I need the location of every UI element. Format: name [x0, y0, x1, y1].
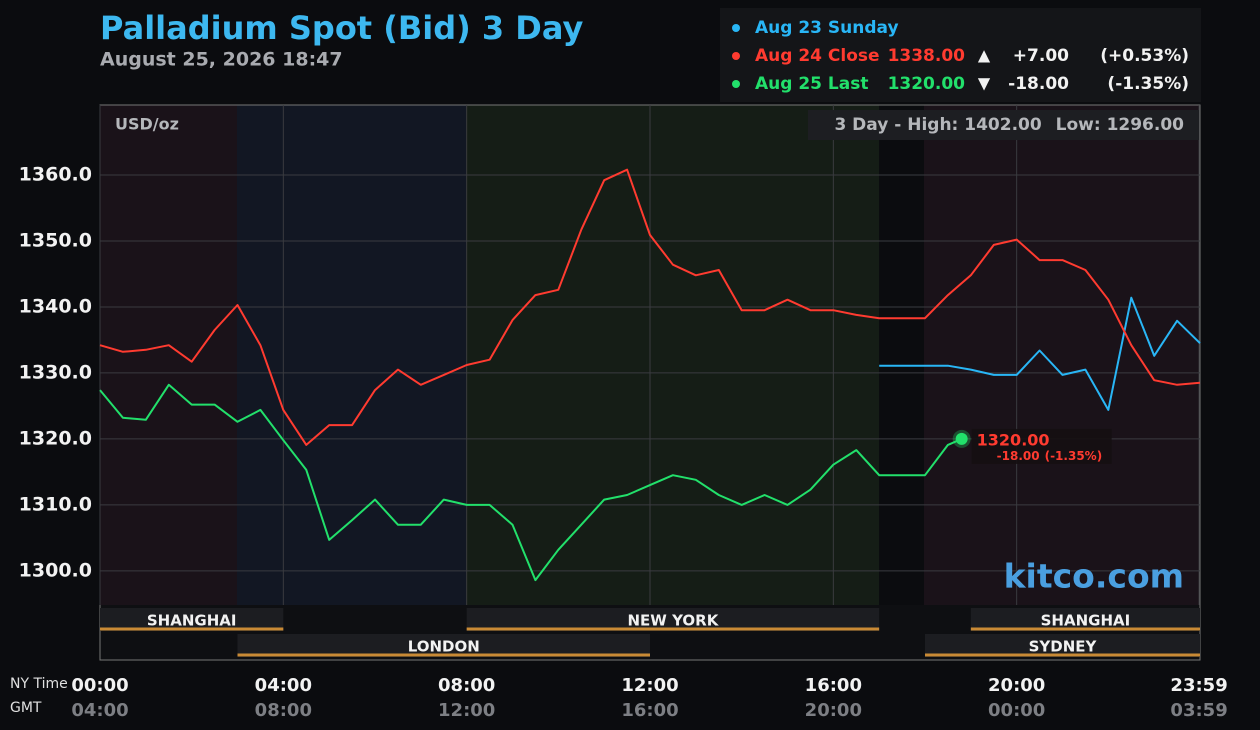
legend-arrow: ▲	[978, 46, 991, 65]
legend-name: Aug 23 Sunday	[755, 18, 899, 38]
zone-shade	[879, 105, 924, 605]
x-row-label: NY Time	[10, 676, 68, 692]
low-value: 1296.00	[1107, 115, 1185, 135]
gmt-tick-label: 03:59	[1170, 700, 1227, 721]
y-tick-label: 1320.0	[19, 427, 92, 449]
zone-shade	[466, 105, 879, 605]
legend-arrow: ▼	[978, 74, 991, 93]
y-tick-label: 1340.0	[19, 295, 92, 317]
gmt-tick-label: 16:00	[621, 700, 678, 721]
legend-dot	[732, 80, 740, 88]
gmt-tick-label: 12:00	[438, 700, 495, 721]
x-tick-label: 12:00	[621, 675, 678, 696]
x-tick-label: 04:00	[255, 675, 312, 696]
last-change: -18.00 (-1.35%)	[997, 448, 1103, 462]
x-tick-label: 16:00	[805, 675, 862, 696]
y-tick-label: 1330.0	[19, 361, 92, 383]
last-marker	[955, 432, 968, 445]
session-label: SHANGHAI	[147, 612, 237, 630]
session-label: SYDNEY	[1029, 638, 1098, 656]
low-label: Low:	[1056, 115, 1101, 135]
price-line	[879, 296, 1201, 411]
session-bar	[466, 608, 880, 631]
legend-change-pct: (-1.35%)	[1107, 74, 1189, 94]
gmt-tick-label: 20:00	[805, 700, 862, 721]
legend-change: +7.00	[1013, 46, 1069, 66]
unit-label: USD/oz	[115, 115, 179, 134]
session-bar	[970, 608, 1200, 631]
last-label-box	[971, 428, 1112, 464]
legend-dot	[732, 52, 740, 60]
last-change-pct: (-1.35%)	[1045, 448, 1103, 462]
session-label: SHANGHAI	[1041, 612, 1131, 630]
high-label: 3 Day - High:	[834, 115, 958, 135]
y-tick-label: 1350.0	[19, 229, 92, 251]
x-tick-label: 23:59	[1170, 675, 1227, 696]
legend-change-pct: (+0.53%)	[1100, 46, 1189, 66]
x-tick-label: 00:00	[71, 675, 128, 696]
range-text: 3 Day - High: 1402.00 Low: 1296.00	[834, 115, 1184, 135]
session-label: LONDON	[408, 638, 480, 656]
gmt-tick-label: 08:00	[255, 700, 312, 721]
zone-shade	[237, 105, 466, 605]
y-tick-label: 1310.0	[19, 493, 92, 515]
price-line	[99, 383, 963, 582]
x-tick-label: 20:00	[988, 675, 1045, 696]
legend-name: Aug 24 Close	[755, 46, 880, 66]
legend-box	[720, 8, 1201, 102]
x-row-label: GMT	[10, 700, 42, 716]
subtitle: August 25, 2026 18:47	[100, 49, 343, 71]
price-line	[99, 168, 1201, 446]
legend-name: Aug 25 Last	[755, 74, 868, 94]
chart-title: Palladium Spot (Bid) 3 Day	[100, 9, 583, 47]
x-tick-label: 08:00	[438, 675, 495, 696]
watermark: kitco.com	[1004, 557, 1184, 596]
zone-shade	[924, 105, 1200, 605]
high-value: 1402.00	[964, 115, 1042, 135]
legend-dot	[732, 24, 740, 32]
session-bar	[100, 608, 284, 631]
legend-value: 1320.00	[888, 74, 966, 94]
zone-shade	[100, 105, 237, 605]
session-label: NEW YORK	[628, 612, 720, 630]
last-change-value: -18.00	[997, 448, 1040, 462]
session-bar	[237, 634, 650, 657]
session-bar	[925, 634, 1200, 657]
legend-change: -18.00	[1008, 74, 1069, 94]
range-box	[808, 110, 1199, 140]
legend-value: 1338.00	[888, 46, 966, 66]
y-tick-label: 1300.0	[19, 559, 92, 581]
gmt-tick-label: 04:00	[71, 700, 128, 721]
last-value: 1320.00	[977, 430, 1050, 449]
gmt-tick-label: 00:00	[988, 700, 1045, 721]
y-tick-label: 1360.0	[19, 163, 92, 185]
